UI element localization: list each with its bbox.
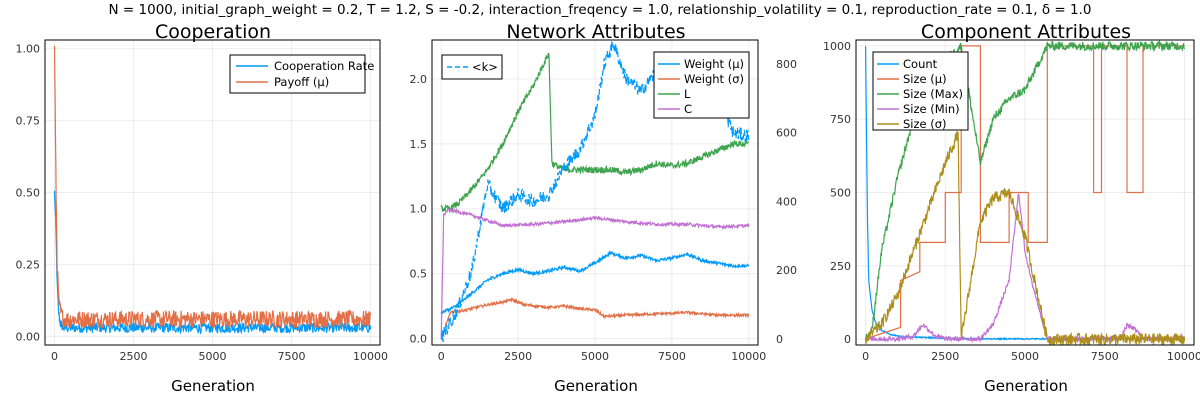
network-xtick-label: 7500 [658, 350, 686, 363]
network-series-line-3 [440, 207, 750, 340]
legend-label-weight-mu: Weight (μ) [684, 57, 744, 71]
component-title: Component Attributes [921, 21, 1131, 43]
network-xtick-label: 0 [438, 350, 445, 363]
cooperation-xtick-label: 10000 [353, 350, 388, 363]
network-series-line-1 [440, 296, 750, 340]
network-xtick-label: 5000 [581, 350, 609, 363]
legend-label-size-mu: Size (μ) [903, 72, 947, 86]
component-ytick-label: 0 [844, 333, 851, 346]
network-y2tick-label: 600 [776, 127, 797, 140]
legend-label-payoff: Payoff (μ) [274, 75, 329, 89]
legend-label-k: <k> [472, 60, 498, 74]
cooperation-series-line-1 [53, 45, 372, 330]
network-legend: Weight (μ) Weight (σ) L C [653, 51, 750, 119]
cooperation-ytick-label: 0.25 [16, 258, 41, 271]
network-y2tick-label: 0 [776, 333, 783, 346]
panel-network: Network Attributes 0 2500 5000 7500 10000 0.0… [410, 21, 798, 395]
network-frame [431, 39, 759, 346]
component-xtick-label: 7500 [1091, 350, 1119, 363]
cooperation-ytick-label: 0.00 [16, 330, 41, 343]
network-ticks: 0 2500 5000 7500 10000 0.0 0.5 1.0 1.5 2.0 0 200 400… [410, 58, 798, 363]
cooperation-xtick-label: 0 [51, 350, 58, 363]
network-y2tick-label: 200 [776, 264, 797, 277]
component-series-line-1 [865, 45, 1185, 340]
component-series-line-4 [865, 130, 1185, 345]
network-series-line-2 [440, 52, 750, 213]
component-frame [855, 39, 1195, 346]
cooperation-ytick-label: 0.50 [16, 187, 41, 200]
network-xtick-label: 10000 [731, 350, 766, 363]
legend-label-size-min: Size (Min) [903, 102, 960, 116]
network-ytick-label: 0.0 [410, 333, 428, 346]
cooperation-ytick-label: 1.00 [16, 43, 41, 56]
cooperation-legend: Cooperation Rate Payoff (μ) [229, 54, 374, 94]
cooperation-xlabel: Generation [171, 377, 255, 395]
legend-label-l: L [684, 87, 691, 101]
component-ticks: 0 2500 5000 7500 10000 0 250 500 750 1000 [823, 40, 1200, 363]
legend-label-cooperation-rate: Cooperation Rate [274, 59, 374, 73]
network-ytick-label: 1.0 [410, 203, 428, 216]
cooperation-ytick-label: 0.75 [16, 115, 41, 128]
network-legend-right-axis: <k> [441, 54, 503, 80]
cooperation-ticks: 0 2500 5000 7500 10000 0.00 0.25 0.50 0.75 1.00 [16, 43, 389, 363]
component-legend: Count Size (μ) Size (Max) Size (Min) Siz… [872, 51, 969, 131]
network-ytick-label: 1.5 [410, 138, 428, 151]
network-y2tick-label: 800 [776, 58, 797, 71]
network-series [440, 40, 750, 343]
network-title: Network Attributes [506, 21, 685, 43]
component-xtick-label: 2500 [931, 350, 959, 363]
cooperation-frame [44, 39, 381, 346]
network-xlabel: Generation [554, 377, 638, 395]
figure-suptitle: N = 1000, initial_graph_weight = 0.2, T … [109, 2, 1092, 18]
cooperation-xtick-label: 7500 [278, 350, 306, 363]
legend-label-weight-sigma: Weight (σ) [684, 72, 744, 86]
legend-label-c: C [684, 102, 692, 116]
component-xtick-label: 10000 [1167, 350, 1200, 363]
component-ytick-label: 500 [830, 187, 851, 200]
component-ytick-label: 750 [830, 113, 851, 126]
legend-label-count: Count [903, 57, 938, 71]
panel-component: Component Attributes 0 2500 5000 7500 100000… [823, 21, 1200, 395]
panel-cooperation: Cooperation 0 2500 5000 7500 10000 0.00 0.25 0.… [16, 21, 389, 395]
component-xlabel: Generation [984, 377, 1068, 395]
network-xtick-label: 2500 [504, 350, 532, 363]
component-xtick-label: 0 [862, 350, 869, 363]
component-xtick-label: 5000 [1011, 350, 1039, 363]
network-ytick-label: 0.5 [410, 268, 428, 281]
component-ytick-label: 1000 [823, 40, 851, 53]
legend-label-size-sigma: Size (σ) [903, 117, 947, 131]
network-ytick-label: 2.0 [410, 73, 428, 86]
cooperation-series [53, 45, 372, 335]
cooperation-xtick-label: 2500 [119, 350, 147, 363]
component-ytick-label: 250 [830, 260, 851, 273]
network-series-line-0 [440, 249, 750, 315]
cooperation-title: Cooperation [155, 21, 271, 43]
cooperation-xtick-label: 5000 [199, 350, 227, 363]
component-series-line-3 [865, 193, 1185, 344]
legend-label-size-max: Size (Max) [903, 87, 963, 101]
network-y2tick-label: 400 [776, 195, 797, 208]
